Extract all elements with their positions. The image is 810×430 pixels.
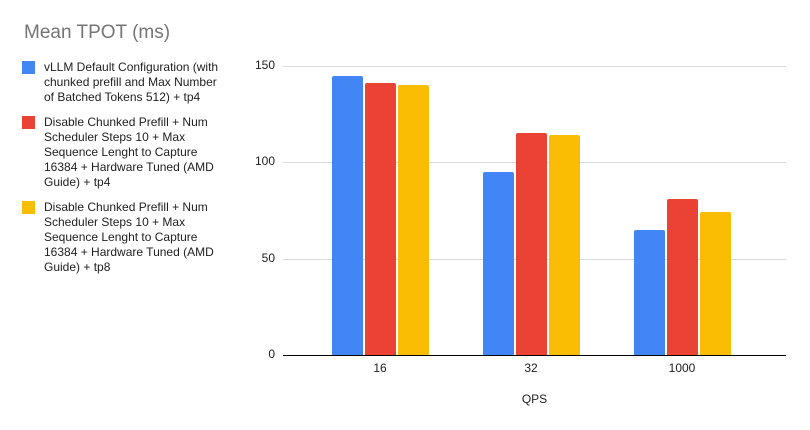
bar-group (482, 66, 580, 355)
legend-swatch-icon (22, 116, 35, 129)
legend-item: vLLM Default Configuration (with chunked… (22, 60, 234, 105)
plot-area (283, 66, 786, 356)
bar (482, 171, 514, 355)
legend-label: Disable Chunked Prefill + Num Scheduler … (44, 115, 214, 189)
legend-label: Disable Chunked Prefill + Num Scheduler … (44, 200, 214, 274)
chart-title: Mean TPOT (ms) (24, 22, 171, 43)
legend-label: vLLM Default Configuration (with chunked… (44, 60, 219, 104)
legend-swatch-icon (22, 61, 35, 74)
bar (548, 135, 580, 355)
y-axis-tick-label: 150 (254, 58, 275, 72)
x-axis-tick-label: 16 (373, 361, 387, 375)
bar (397, 85, 429, 355)
y-axis-tick-label: 100 (254, 154, 275, 169)
x-axis-tick-label: 32 (524, 361, 538, 375)
bar-group (633, 66, 731, 355)
bar (666, 198, 698, 355)
legend-item: Disable Chunked Prefill + Num Scheduler … (22, 115, 234, 190)
legend-swatch-icon (22, 201, 35, 214)
x-axis-baseline (283, 355, 786, 356)
gridline (283, 66, 786, 67)
legend: vLLM Default Configuration (with chunked… (22, 60, 234, 275)
y-axis-tick-label: 50 (261, 250, 275, 265)
x-axis-tick-label: 1000 (668, 361, 696, 375)
bar (515, 133, 547, 355)
x-axis-title: QPS (521, 392, 548, 406)
bar (633, 229, 665, 355)
y-axis-tick-label: 0 (268, 347, 275, 361)
bar-group (331, 66, 429, 355)
legend-item: Disable Chunked Prefill + Num Scheduler … (22, 200, 234, 275)
bar (331, 75, 363, 355)
bar (364, 83, 396, 355)
bar (699, 212, 731, 355)
